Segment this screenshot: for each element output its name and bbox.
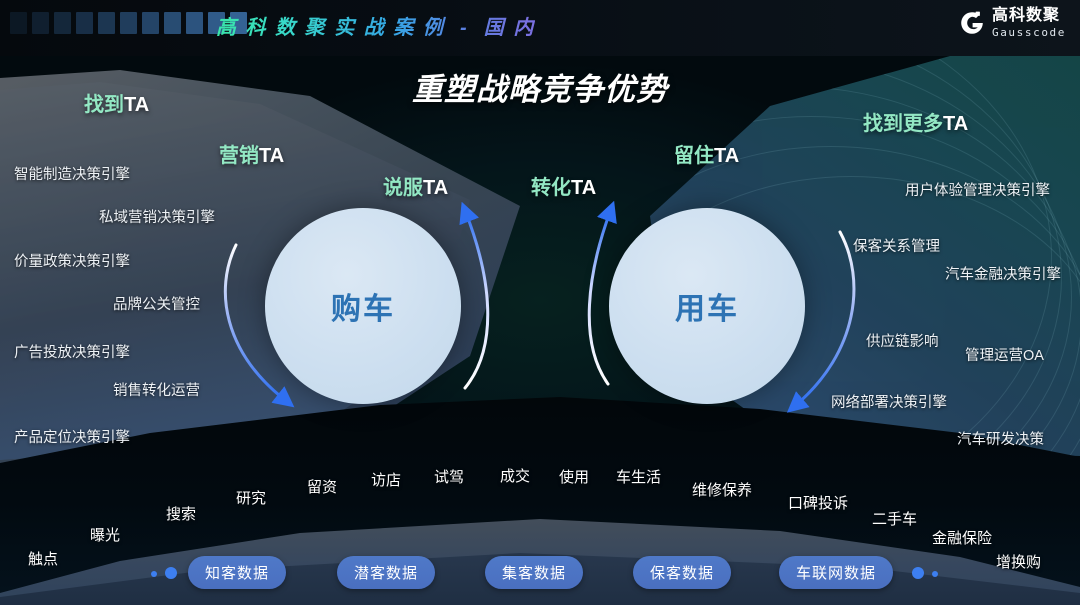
ta-heading: 转化TA (531, 171, 596, 200)
header-title: 高 科 数 聚 实 战 案 例 - 国 内 (216, 11, 535, 40)
ta-heading: 营销TA (219, 139, 284, 168)
journey-stage-label: 口碑投诉 (788, 495, 849, 512)
journey-stage-label: 试驾 (434, 469, 465, 486)
ta-heading-en: TA (943, 113, 969, 135)
ta-heading-cn: 找到 (84, 94, 124, 116)
capability-label: 广告投放决策引擎 (14, 345, 130, 361)
hub-circle[interactable]: 购车 (265, 208, 461, 404)
journey-stage-label: 二手车 (872, 511, 918, 528)
journey-stage-label: 金融保险 (932, 530, 993, 547)
header-bar-segment (76, 12, 93, 34)
capability-label: 销售转化运营 (113, 383, 200, 399)
ta-heading: 找到更多TA (863, 107, 968, 136)
data-pill[interactable]: 潜客数据 (337, 556, 436, 589)
capability-label: 汽车金融决策引擎 (945, 267, 1061, 283)
header-bar-segment (230, 12, 247, 34)
capability-label: 管理运营OA (965, 348, 1044, 364)
logo-text-en: Gausscode (991, 26, 1066, 39)
data-pill[interactable]: 集客数据 (485, 556, 584, 589)
ta-heading-en: TA (423, 177, 449, 199)
ta-heading-cn: 转化 (531, 177, 571, 199)
capability-label: 网络部署决策引擎 (831, 395, 947, 411)
capability-label: 私域营销决策引擎 (99, 210, 215, 226)
ta-heading-cn: 营销 (219, 145, 259, 167)
header-gradient-bars (10, 12, 247, 34)
journey-stage-label: 车生活 (616, 469, 662, 486)
journey-stage-label: 维修保养 (692, 482, 753, 499)
decorative-dot (932, 571, 938, 577)
data-pill[interactable]: 保客数据 (633, 556, 732, 589)
ta-heading: 找到TA (84, 88, 149, 117)
data-pill[interactable]: 知客数据 (188, 556, 287, 589)
hub-circle[interactable]: 用车 (609, 208, 805, 404)
header-bar-segment (54, 12, 71, 34)
header-bar: 高 科 数 聚 实 战 案 例 - 国 内 高科数聚 Gausscode (0, 0, 1080, 56)
decorative-dot (912, 567, 924, 579)
header-bar-segment (142, 12, 159, 34)
brand-logo: 高科数聚 Gausscode (959, 8, 1066, 38)
header-bar-segment (98, 12, 115, 34)
journey-stage-label: 曝光 (90, 527, 121, 544)
ta-heading: 说服TA (383, 171, 448, 200)
header-bar-segment (208, 12, 225, 34)
journey-stage-label: 增换购 (996, 554, 1042, 571)
capability-label: 汽车研发决策 (957, 432, 1044, 448)
journey-stage-label: 使用 (559, 469, 590, 486)
ta-heading-cn: 找到更多 (863, 113, 943, 135)
capability-label: 价量政策决策引擎 (14, 254, 130, 270)
ta-heading-en: TA (259, 145, 285, 167)
decorative-dot (165, 567, 177, 579)
ta-heading-cn: 说服 (383, 177, 423, 199)
hub-label: 用车 (675, 293, 739, 326)
page-title: 重塑战略竞争优势 (412, 72, 668, 107)
data-pill[interactable]: 车联网数据 (779, 556, 894, 589)
header-bar-segment (164, 12, 181, 34)
capability-label: 保客关系管理 (853, 239, 940, 255)
ta-heading-cn: 留住 (674, 145, 714, 167)
gausscode-g-icon (959, 10, 985, 36)
journey-stage-label: 研究 (236, 490, 267, 507)
journey-stage-label: 留资 (307, 479, 338, 496)
journey-stage-label: 成交 (500, 468, 531, 485)
decorative-dot (151, 571, 157, 577)
ta-heading-en: TA (124, 94, 150, 116)
header-bar-segment (120, 12, 137, 34)
header-bar-segment (32, 12, 49, 34)
ta-heading-en: TA (714, 145, 740, 167)
capability-label: 用户体验管理决策引擎 (905, 183, 1050, 199)
ta-heading: 留住TA (674, 139, 739, 168)
ta-heading-en: TA (571, 177, 597, 199)
hub-label: 购车 (331, 293, 395, 326)
header-bar-segment (10, 12, 27, 34)
journey-stage-label: 搜索 (166, 506, 197, 523)
journey-stage-label: 触点 (28, 551, 59, 568)
capability-label: 智能制造决策引擎 (14, 167, 130, 183)
logo-text-cn: 高科数聚 (991, 7, 1060, 24)
capability-label: 产品定位决策引擎 (14, 430, 130, 446)
header-bar-segment (186, 12, 203, 34)
journey-stage-label: 访店 (371, 472, 402, 489)
capability-label: 供应链影响 (866, 334, 939, 350)
capability-label: 品牌公关管控 (113, 297, 200, 313)
